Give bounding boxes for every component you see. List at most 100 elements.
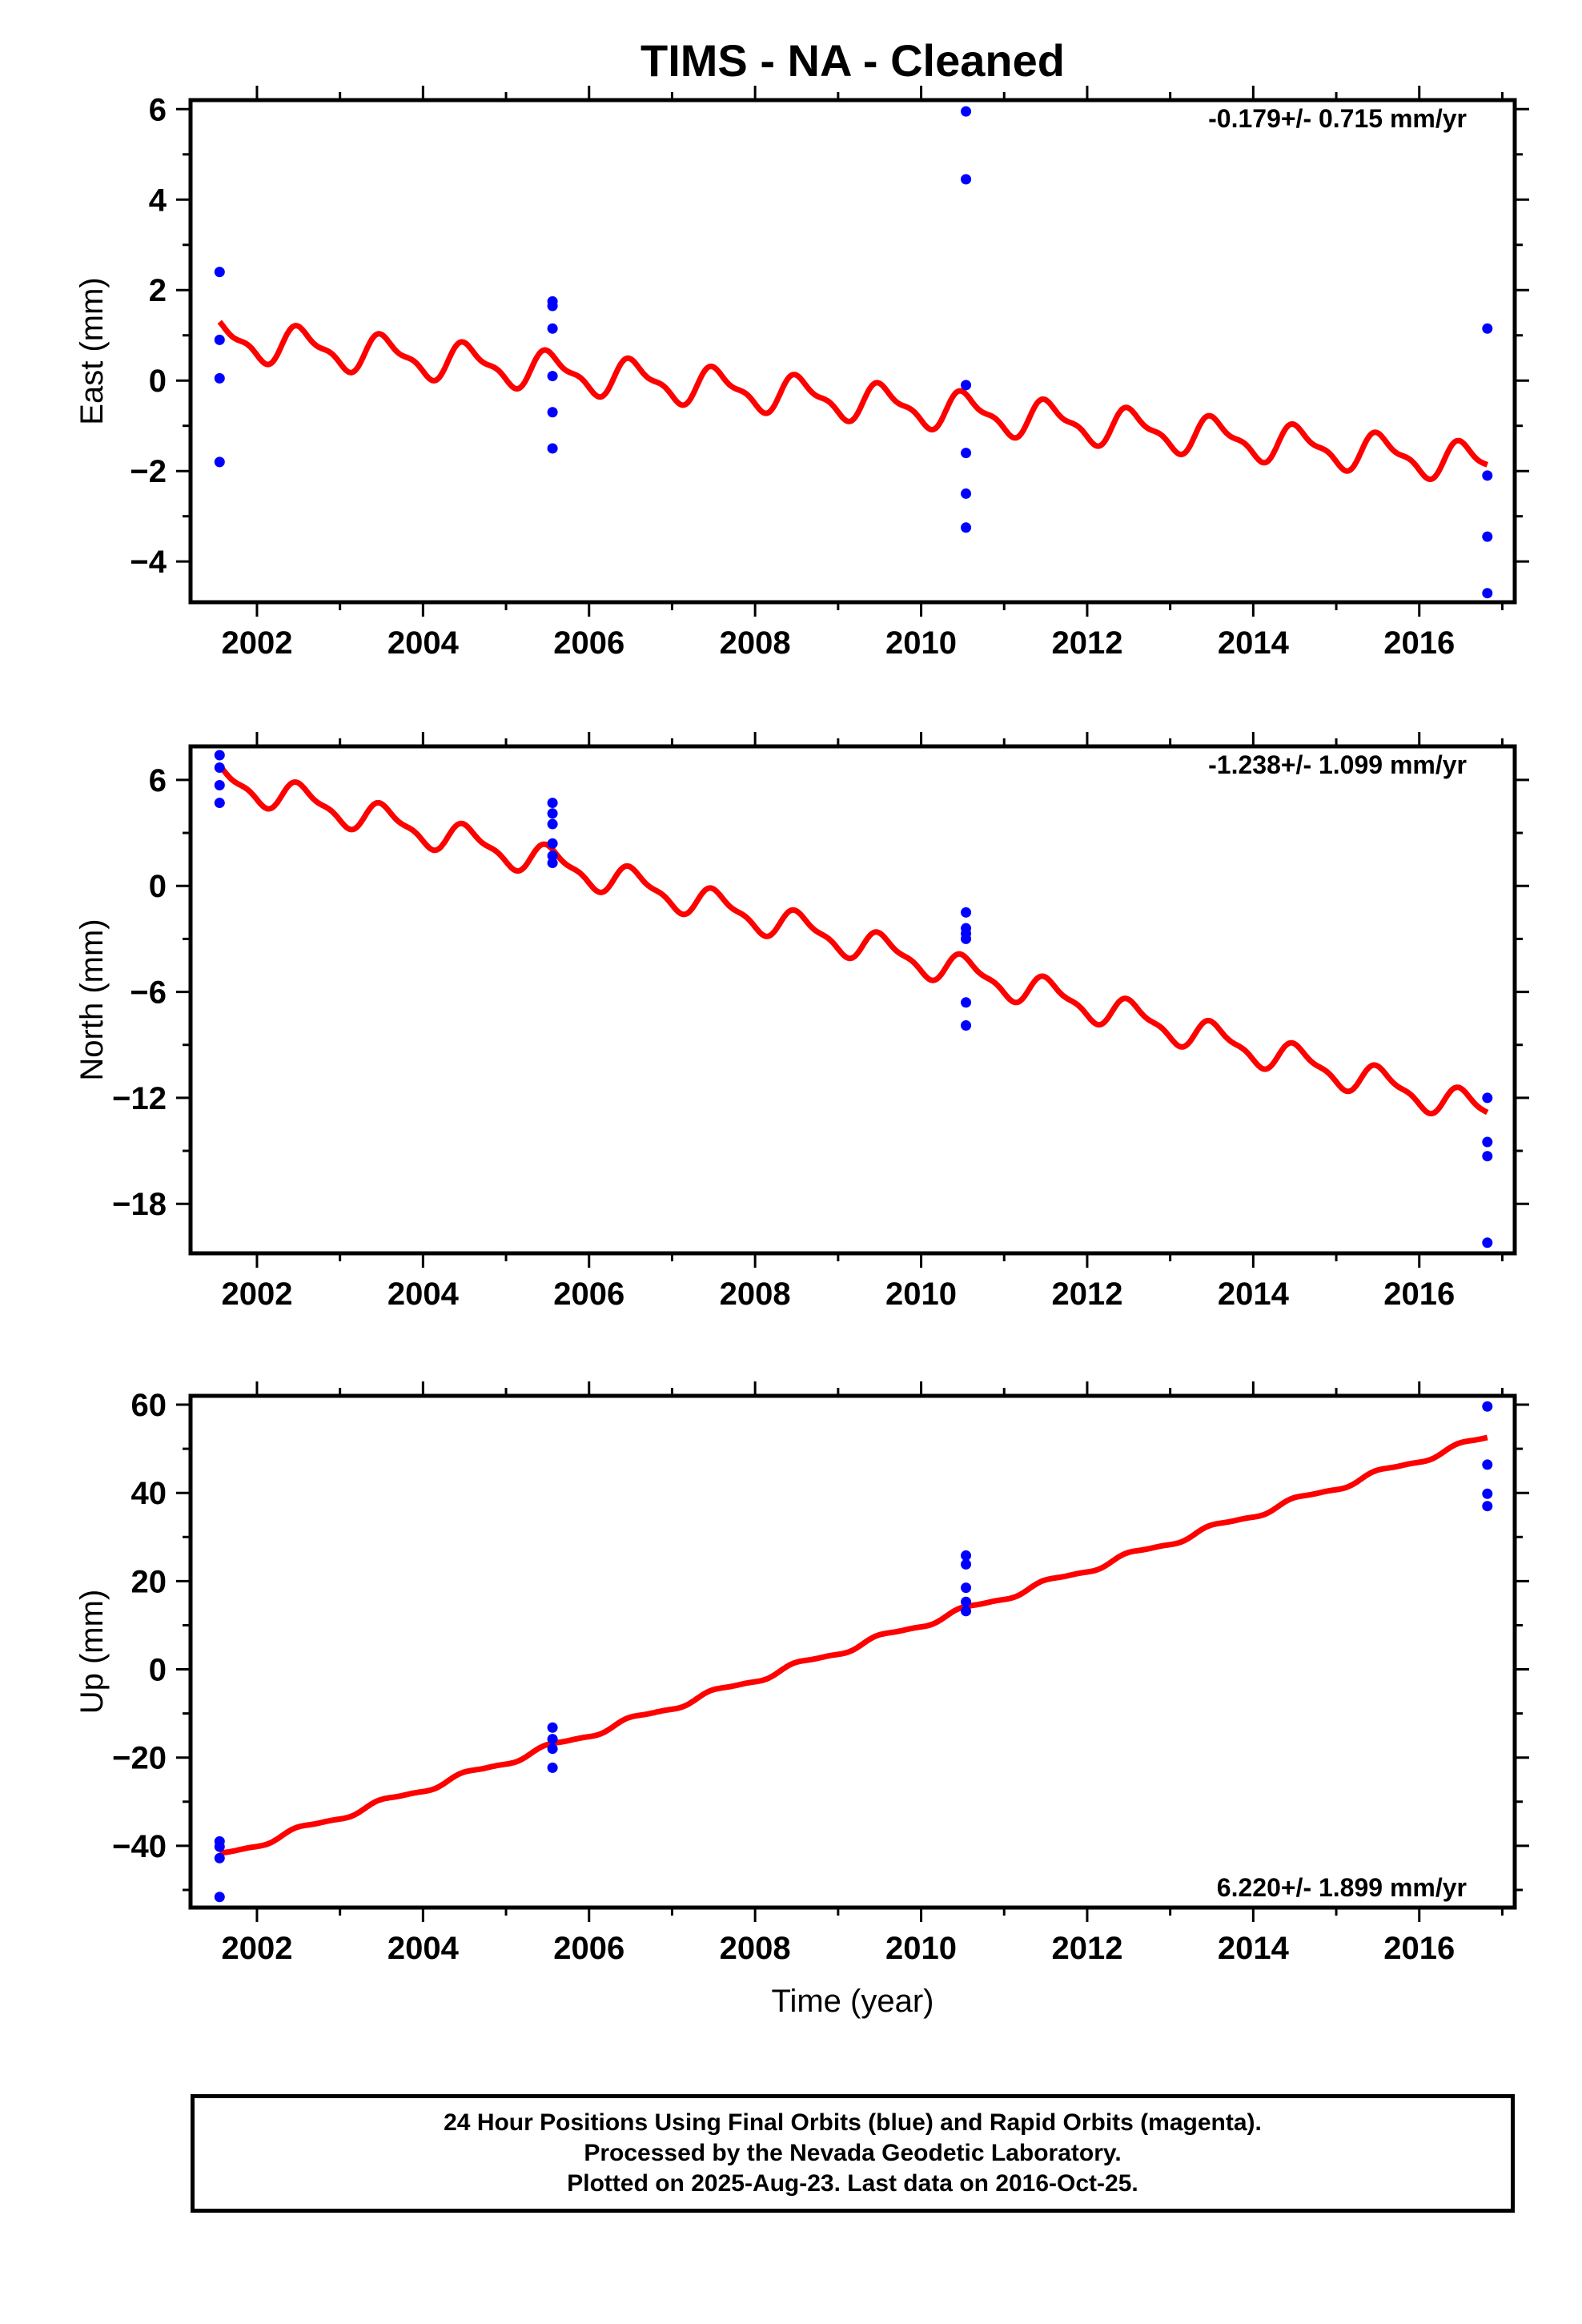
x-tick-label: 2016 [1383, 1931, 1455, 1966]
x-tick-label: 2008 [720, 1277, 791, 1312]
y-axis-label: East (mm) [74, 277, 110, 424]
data-point [1482, 1092, 1493, 1104]
y-tick-label: 0 [149, 1653, 167, 1688]
x-tick-label: 2004 [387, 1277, 460, 1312]
data-point [961, 380, 972, 391]
data-point [1482, 323, 1493, 334]
y-tick-label: 4 [149, 183, 167, 218]
x-tick-label: 2002 [221, 1931, 292, 1966]
plot-frame [188, 1393, 1517, 1910]
data-point [547, 838, 558, 849]
x-tick-label: 2006 [553, 1931, 624, 1966]
data-point [547, 300, 558, 312]
x-tick-label: 2014 [1218, 1931, 1290, 1966]
x-tick-label: 2016 [1383, 625, 1455, 661]
data-point [961, 1582, 972, 1594]
data-point [961, 448, 972, 459]
data-point [961, 522, 972, 533]
data-point [214, 780, 225, 791]
x-tick-label: 2008 [720, 1931, 791, 1966]
data-point [547, 407, 558, 418]
y-tick-label: −2 [130, 454, 167, 489]
data-point [547, 818, 558, 830]
x-tick-label: 2008 [720, 625, 791, 661]
x-tick-label: 2002 [221, 625, 292, 661]
y-tick-label: −18 [112, 1187, 167, 1222]
y-tick-label: 2 [149, 273, 167, 308]
plot-frame [188, 98, 1517, 605]
data-point [547, 1722, 558, 1733]
data-point [961, 933, 972, 944]
data-point [961, 106, 972, 117]
y-axis-label: North (mm) [74, 919, 110, 1080]
x-axis-label: Time (year) [772, 1984, 934, 2019]
data-point [1482, 1459, 1493, 1470]
x-tick-label: 2010 [885, 625, 957, 661]
x-tick-label: 2004 [387, 1931, 460, 1966]
y-tick-label: −12 [112, 1081, 167, 1116]
north-panel: 2002 2004 2006 2008 2010 2012 2014 2016 −18 −12 −6… [74, 732, 1529, 1312]
data-point [214, 1892, 225, 1903]
data-point [547, 371, 558, 382]
data-point [547, 1743, 558, 1755]
x-tick-label: 2010 [885, 1277, 957, 1312]
data-point [214, 334, 225, 345]
data-point [961, 907, 972, 918]
footer-line-3: Plotted on 2025-Aug-23. Last data on 201… [567, 2170, 1138, 2197]
figure-title: TIMS - NA - Cleaned [640, 35, 1065, 86]
data-point [961, 997, 972, 1008]
y-tick-label: −6 [130, 975, 167, 1011]
model-fit-line [218, 1434, 1489, 1856]
data-point [961, 1019, 972, 1031]
data-point [547, 323, 558, 334]
data-point [214, 750, 225, 761]
data-point [1482, 470, 1493, 481]
up-panel: 2002 2004 2006 2008 2010 2012 2014 2016 −40 −20 0 2… [74, 1381, 1529, 2019]
data-point [1482, 531, 1493, 542]
y-tick-label: 60 [131, 1388, 167, 1423]
data-point [961, 488, 972, 499]
data-point [214, 798, 225, 809]
data-point [547, 808, 558, 819]
y-tick-label: 6 [149, 763, 167, 798]
data-point [1482, 1488, 1493, 1499]
footer-line-2: Processed by the Nevada Geodetic Laborat… [584, 2140, 1122, 2166]
data-point [547, 1762, 558, 1773]
data-point [547, 443, 558, 454]
y-tick-label: −40 [112, 1829, 167, 1864]
y-tick-label: 20 [131, 1564, 167, 1599]
x-tick-label: 2012 [1051, 1277, 1122, 1312]
velocity-annotation: -0.179+/- 0.715 mm/yr [1208, 104, 1467, 133]
y-tick-label: 0 [149, 364, 167, 399]
data-point [214, 1841, 225, 1852]
data-point [1482, 1237, 1493, 1248]
x-tick-label: 2010 [885, 1931, 957, 1966]
data-point [214, 267, 225, 278]
y-tick-label: −4 [130, 545, 167, 580]
data-point [1482, 1501, 1493, 1512]
data-point [1482, 1401, 1493, 1412]
data-point [547, 858, 558, 869]
data-point [1482, 588, 1493, 599]
x-tick-label: 2006 [553, 625, 624, 661]
data-point [214, 1852, 225, 1864]
x-tick-label: 2014 [1218, 625, 1290, 661]
data-point [961, 1606, 972, 1617]
data-point [214, 456, 225, 468]
data-point [547, 798, 558, 809]
x-tick-label: 2016 [1383, 1277, 1455, 1312]
x-tick-label: 2012 [1051, 1931, 1122, 1966]
east-panel: 2002 2004 2006 2008 2010 2012 2014 2016 −4 −2 0 2 4 6… [74, 86, 1529, 661]
y-tick-label: 6 [149, 92, 167, 127]
data-point [214, 372, 225, 384]
plot-frame [188, 744, 1517, 1256]
model-fit-line [217, 320, 1489, 482]
x-tick-label: 2014 [1218, 1277, 1290, 1312]
x-tick-label: 2006 [553, 1277, 624, 1312]
data-point [1482, 1136, 1493, 1148]
y-tick-label: 40 [131, 1476, 167, 1511]
data-point [961, 1550, 972, 1561]
data-point [1482, 1151, 1493, 1162]
data-point [214, 762, 225, 773]
